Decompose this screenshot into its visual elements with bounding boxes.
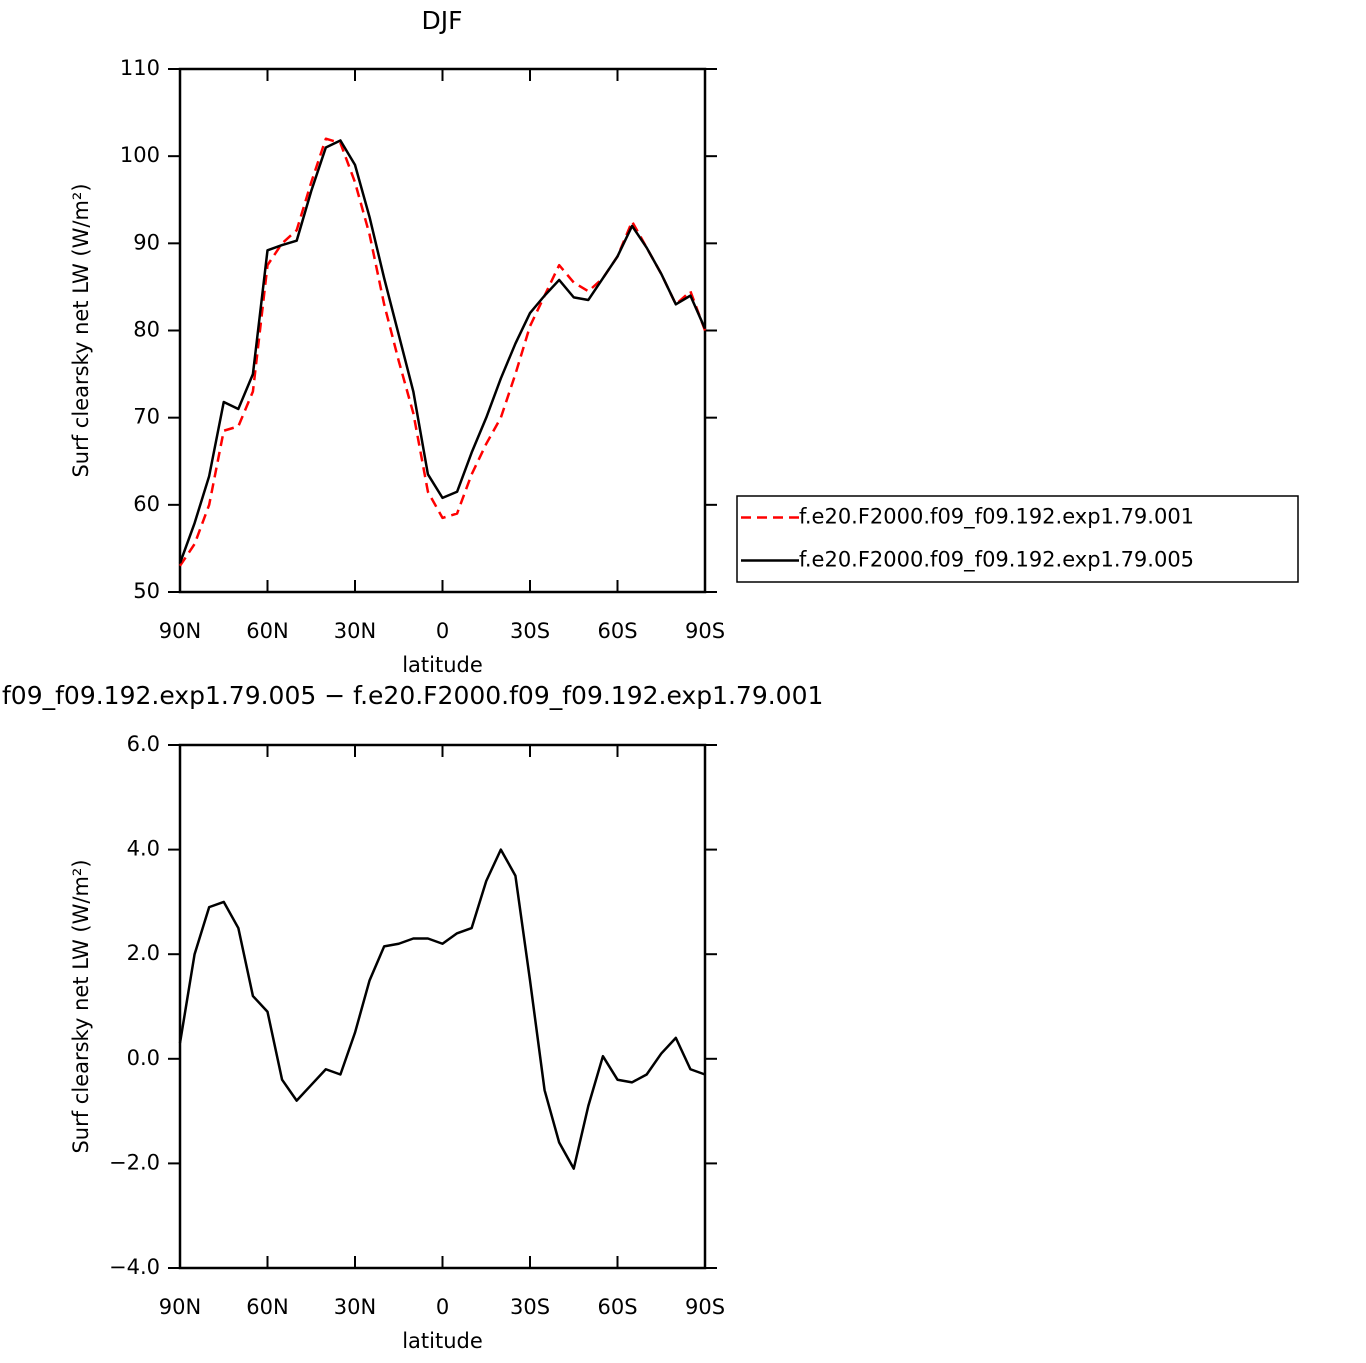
chart-title: f09_f09.192.exp1.79.005 − f.e20.F2000.f0… [2,681,823,710]
y-tick-label: 110 [120,56,160,80]
series-line [178,137,707,567]
legend-label: f.e20.F2000.f09_f09.192.exp1.79.001 [799,505,1194,530]
series-line [178,848,706,1170]
x-tick-label: 60S [597,619,637,643]
x-tick-label: 90S [685,619,725,643]
y-tick-label: −4.0 [109,1255,160,1279]
x-tick-label: 60N [246,619,288,643]
y-axis-label: Surf clearsky net LW (W/m²) [69,183,93,477]
y-tick-label: 70 [133,405,160,429]
y-tick-label: 60 [133,492,160,516]
x-axis-label: latitude [402,1329,483,1353]
x-tick-label: 90N [159,1295,201,1319]
legend-box [736,495,1299,583]
series-line [178,139,707,564]
x-tick-label: 0 [436,1295,449,1319]
x-tick-label: 30S [510,619,550,643]
y-axis-label: Surf clearsky net LW (W/m²) [69,859,93,1153]
y-tick-label: 0.0 [127,1046,160,1070]
y-tick-label: 80 [133,318,160,342]
plot-frame [178,743,707,1270]
x-tick-label: 30N [334,1295,376,1319]
x-tick-label: 30N [334,619,376,643]
y-tick-label: 90 [133,230,160,254]
chart-title: DJF [421,6,462,35]
y-tick-label: −2.0 [109,1150,160,1174]
x-tick-label: 0 [436,619,449,643]
x-tick-label: 90N [159,619,201,643]
y-tick-label: 4.0 [127,837,160,861]
legend-label: f.e20.F2000.f09_f09.192.exp1.79.005 [799,548,1194,573]
y-tick-label: 6.0 [127,732,160,756]
y-tick-label: 50 [133,579,160,603]
y-tick-label: 100 [120,143,160,167]
x-tick-label: 30S [510,1295,550,1319]
x-tick-label: 90S [685,1295,725,1319]
x-axis-label: latitude [402,653,483,677]
y-tick-label: 2.0 [127,941,160,965]
x-tick-label: 60N [246,1295,288,1319]
x-tick-label: 60S [597,1295,637,1319]
